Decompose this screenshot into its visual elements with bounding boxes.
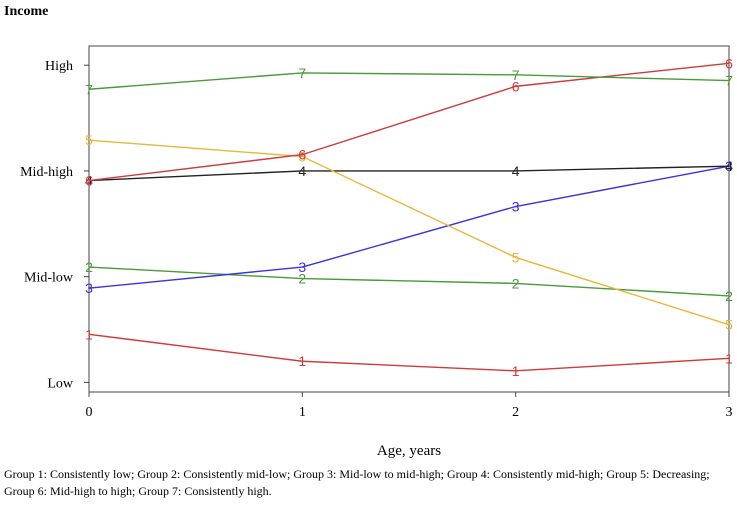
point-label-group-3: 3 — [298, 259, 306, 275]
series-line-group-7 — [88, 72, 730, 90]
point-label-group-3: 3 — [85, 280, 93, 296]
point-label-group-5: 5 — [512, 249, 520, 265]
series-line-group-4 — [88, 165, 730, 182]
point-label-group-2: 2 — [298, 271, 306, 287]
x-axis-label: Age, years — [377, 443, 441, 459]
x-tick-label: 0 — [86, 405, 93, 420]
x-tick-label: 2 — [512, 405, 519, 420]
point-label-group-1: 1 — [725, 350, 733, 366]
y-tick-label: Mid-high — [20, 165, 73, 180]
point-label-group-1: 1 — [298, 353, 306, 369]
point-label-group-6: 6 — [725, 55, 733, 71]
point-label-group-6: 6 — [298, 147, 306, 163]
y-tick-label: Mid-low — [24, 271, 74, 286]
point-label-group-5: 5 — [298, 149, 306, 165]
series-line-group-3 — [88, 165, 730, 289]
point-label-group-6: 6 — [512, 78, 520, 94]
point-label-group-1: 1 — [85, 326, 93, 342]
point-label-group-4: 4 — [512, 163, 520, 179]
point-label-group-4: 4 — [298, 163, 306, 179]
series-line-group-6 — [88, 62, 730, 182]
series-line-group-2 — [88, 266, 730, 297]
point-label-group-4: 4 — [725, 158, 733, 174]
x-axis-ticks: 0 1 2 3 — [86, 392, 733, 420]
point-label-group-7: 7 — [725, 73, 733, 89]
y-axis-label: Income — [4, 4, 48, 19]
point-label-group-6: 6 — [85, 173, 93, 189]
point-label-group-1: 1 — [512, 363, 520, 379]
x-tick-label: 1 — [299, 405, 306, 420]
point-label-group-5: 5 — [85, 132, 93, 148]
figure-caption: Group 1: Consistently low; Group 2: Cons… — [4, 467, 710, 498]
point-label-group-5: 5 — [725, 317, 733, 333]
series-line-group-1 — [88, 333, 730, 372]
point-label-group-2: 2 — [725, 288, 733, 304]
point-label-group-7: 7 — [298, 65, 306, 81]
point-label-group-3: 3 — [725, 158, 733, 174]
point-label-group-7: 7 — [85, 81, 93, 97]
point-label-group-3: 3 — [512, 199, 520, 215]
series-line-group-5 — [88, 139, 730, 326]
point-label-group-7: 7 — [512, 67, 520, 83]
y-tick-label: High — [45, 59, 73, 74]
y-tick-label: Low — [47, 376, 74, 391]
point-label-group-2: 2 — [512, 275, 520, 291]
point-label-group-2: 2 — [85, 259, 93, 275]
plot-frame — [88, 45, 730, 393]
y-axis-ticks: Low Mid-low Mid-high High — [20, 59, 89, 391]
x-tick-label: 3 — [726, 405, 733, 420]
